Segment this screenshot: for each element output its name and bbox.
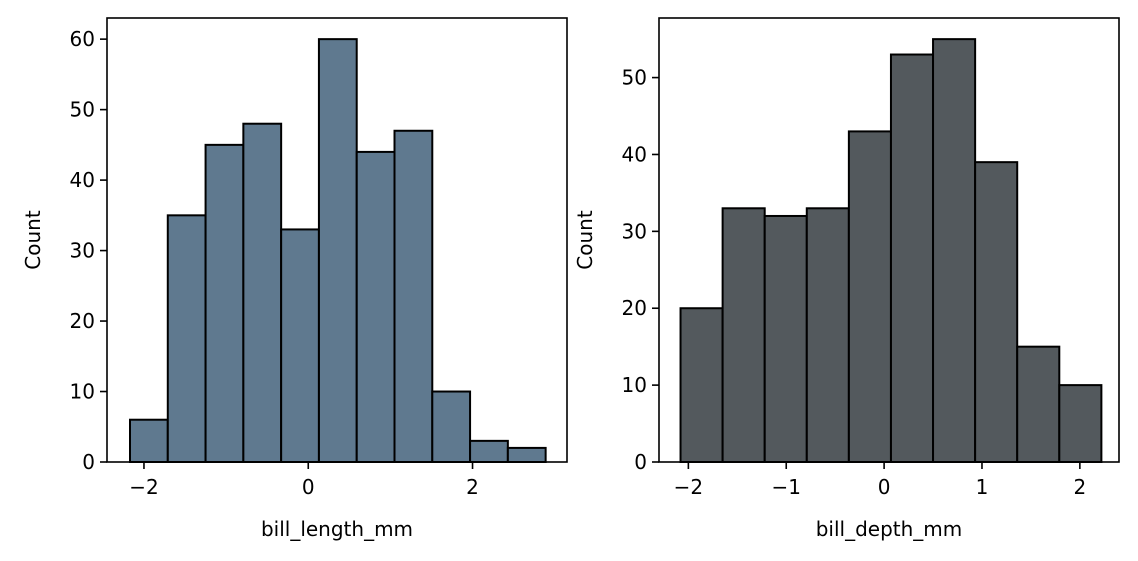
histogram-bar — [1016, 345, 1061, 463]
histogram-bar — [974, 161, 1019, 463]
axes-frame — [658, 17, 1120, 463]
histogram-bar — [889, 53, 935, 464]
y-tick-label: 10 — [70, 380, 95, 404]
y-axis-label: Count — [573, 210, 597, 270]
histogram-bar — [763, 214, 808, 463]
axes-frame — [106, 17, 568, 463]
histogram-bar — [721, 207, 766, 463]
y-tick-label: 30 — [70, 239, 95, 263]
histogram-bar — [847, 130, 892, 464]
y-tick-label: 60 — [70, 27, 95, 51]
x-tick-label: 2 — [466, 475, 479, 499]
y-tick-label: 0 — [82, 450, 95, 474]
y-tick-label: 50 — [70, 98, 95, 122]
x-axis-label: bill_depth_mm — [816, 517, 963, 541]
histogram-bar — [506, 446, 547, 463]
histogram-bar — [932, 38, 977, 464]
histogram-bar — [280, 228, 320, 463]
histogram-bar — [805, 207, 850, 463]
x-axis-label: bill_length_mm — [261, 517, 413, 541]
x-tick-label: 0 — [878, 475, 891, 499]
y-tick-label: 10 — [622, 373, 647, 397]
y-tick-label: 30 — [622, 219, 647, 243]
y-tick-label: 20 — [70, 309, 95, 333]
histogram-bar — [129, 418, 169, 464]
histogram-bar — [431, 390, 472, 463]
y-tick-label: 40 — [622, 142, 647, 166]
x-tick-label: 1 — [976, 475, 989, 499]
histogram-bar — [355, 150, 396, 463]
histogram-bar — [393, 129, 434, 463]
histogram-bar — [204, 143, 245, 463]
x-tick-label: −2 — [674, 475, 703, 499]
x-tick-label: 0 — [302, 475, 315, 499]
x-tick-label: 2 — [1073, 475, 1086, 499]
y-tick-label: 40 — [70, 168, 95, 192]
y-axis-label: Count — [21, 210, 45, 270]
x-tick-label: −2 — [129, 475, 158, 499]
histogram-bar — [469, 439, 509, 464]
histogram-bar — [242, 122, 283, 463]
histogram-bar — [166, 214, 207, 463]
x-tick-label: −1 — [771, 475, 800, 499]
histogram-bar — [679, 307, 724, 463]
y-tick-label: 0 — [634, 450, 647, 474]
y-tick-label: 20 — [622, 296, 647, 320]
y-tick-label: 50 — [622, 66, 647, 90]
histogram-bar — [317, 38, 358, 464]
histogram-bar — [1058, 384, 1103, 463]
